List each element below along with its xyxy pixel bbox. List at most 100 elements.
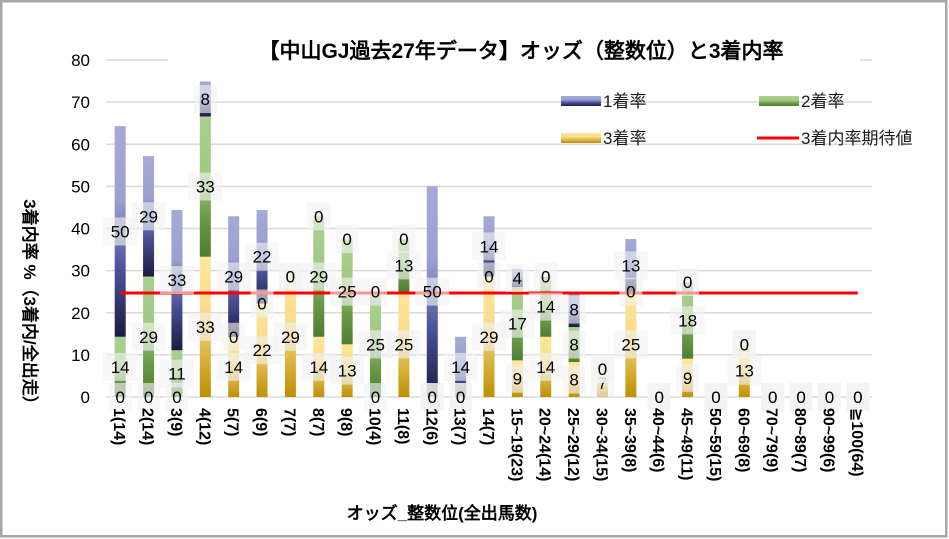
data-label-text: 0 [796,388,805,407]
data-label-background [273,322,308,351]
y-tick-label: 30 [71,262,90,281]
data-label-background [159,359,194,388]
x-tick-label: 8(7) [309,408,326,436]
data-label-background [505,263,529,292]
data-label-text: 0 [711,388,720,407]
title-background [168,33,860,67]
legend: 1着率 2着率 3着率 3着内率期待値 [561,92,912,148]
data-label-gold-3: 0 [165,383,189,411]
data-label-background [216,262,251,291]
data-label-background [590,354,614,383]
legend-label-expected: 3着内率期待値 [801,129,912,148]
data-label-background [415,277,450,306]
data-label-background [732,330,756,359]
data-label-background [386,330,421,359]
data-label-blue-19: 13 [613,251,648,280]
x-tick-label: 3(9) [167,408,184,436]
legend-label-2nd: 2着率 [801,92,844,111]
data-label-background [443,352,478,381]
data-label-background [358,330,393,359]
data-label-background [534,262,558,291]
data-label-text: 0 [456,388,465,407]
data-label-background [500,309,535,338]
data-label-background [817,383,841,411]
data-label-blue-15: 4 [505,263,529,292]
data-label-blue-2: 29 [131,202,166,231]
legend-item-3rd: 3着率 [561,129,646,148]
data-label-background [727,356,762,385]
x-tick-label: 4(12) [195,408,212,445]
x-tick-label: 13(7) [451,408,468,445]
data-label-text: 14 [111,358,130,377]
data-label-background [131,322,166,351]
data-label-text: 9 [513,370,522,389]
data-label-background [250,289,274,318]
data-label-text: 0 [314,207,323,226]
data-label-background [528,352,563,381]
data-label-gold-21: 9 [676,363,700,392]
data-label-green-11: 13 [386,251,421,280]
x-tick-label: 14(7) [479,408,496,445]
y-tick-label: 20 [71,304,90,323]
data-label-background [301,262,336,291]
data-label-text: 8 [201,90,210,109]
data-label-text: 7 [598,374,607,393]
data-label-green-16: 14 [528,292,563,321]
data-label-background [188,312,223,341]
legend-swatch-1st [561,96,601,106]
data-label-blue-11: 0 [392,225,416,254]
data-label-green-17: 8 [562,330,586,359]
x-tick-label: 12(6) [422,408,439,445]
data-label-text: 13 [394,256,413,275]
data-label-green-13: 0 [449,383,473,411]
data-label-blue-17: 8 [562,295,586,324]
data-label-text: 13 [621,256,640,275]
data-label-gold-10: 0 [364,383,388,411]
data-label-green-3: 11 [159,359,194,388]
data-label-background [846,383,870,411]
data-label-text: 33 [196,318,215,337]
x-tick-label: ≧100(64) [848,408,865,477]
data-label-blue-16: 0 [534,262,558,291]
data-label-gold-11: 25 [386,330,421,359]
data-label-blue-24: 0 [761,383,785,411]
data-label-background [188,172,223,201]
data-label-text: 8 [569,301,578,320]
data-label-background [477,262,501,291]
data-label-background [449,383,473,411]
data-label-blue-26: 0 [817,383,841,411]
data-label-text: 0 [371,283,380,302]
y-axis-title: 3着内率 %（3着内/全出走） [20,199,40,412]
data-label-background [245,336,280,365]
y-axis-ticks: 0 10 20 30 40 50 60 70 80 [71,51,90,407]
data-label-background [108,383,132,411]
data-label-text: 0 [286,268,295,287]
x-tick-label: 60~69(8) [734,408,751,473]
data-label-background [505,364,529,393]
data-label-blue-3: 33 [159,266,194,295]
data-label-background [364,383,388,411]
data-label-background [528,292,563,321]
data-label-text: 22 [253,248,272,267]
data-label-text: 29 [139,328,158,347]
y-tick-label: 10 [71,346,90,365]
x-tick-label: 5(7) [224,408,241,436]
data-label-gold-17: 8 [562,365,586,394]
data-label-green-19: 0 [619,277,643,306]
x-tick-label: 90~99(6) [819,408,836,473]
data-label-blue-1: 50 [103,217,138,246]
x-tick-label: 30~34(15) [592,408,609,481]
x-tick-label: 9(8) [337,408,354,436]
data-label-text: 33 [167,271,186,290]
data-label-blue-22: 0 [704,383,728,411]
data-label-background [330,356,365,385]
data-label-blue-9: 0 [335,225,359,254]
data-label-green-15: 17 [500,309,535,338]
y-tick-label: 0 [81,388,90,407]
x-tick-label: 2(14) [139,408,156,445]
data-label-text: 4 [513,269,522,288]
x-tick-label: 50~59(15) [706,408,723,481]
data-label-background [335,225,359,254]
x-tick-label: 10(4) [366,408,383,445]
x-tick-label: 80~89(7) [791,408,808,473]
